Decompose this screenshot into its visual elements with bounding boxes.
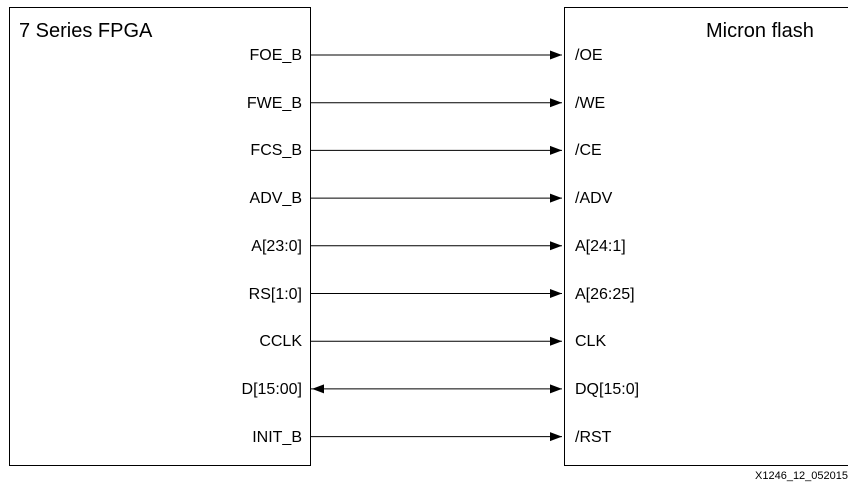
fpga-signal-cclk: CCLK [259, 333, 302, 351]
arrowhead-right-icon [550, 336, 562, 346]
flash-signal-rst: /RST [575, 428, 612, 446]
fpga-signal-foe-b: FOE_B [249, 47, 302, 64]
flash-signal-a-24-1: A[24:1] [575, 237, 626, 255]
arrowhead-right-icon [550, 50, 562, 60]
fpga-signal-fwe-b: FWE_B [246, 94, 302, 112]
arrowhead-right-icon [550, 145, 562, 155]
flash-signal-a-26-25: A[26:25] [575, 285, 635, 303]
flash-block: Micron flash /OE/WE/CE/ADV A[24:1] A[26:25… [564, 7, 848, 466]
fpga-signal-init-b: INIT_B [252, 428, 302, 446]
flash-signal-clk: CLK [575, 333, 607, 351]
flash-signal-adv: /ADV [575, 190, 613, 208]
fpga-signal-rs-1-0: RS[1:0] [248, 285, 302, 303]
arrowhead-right-icon [550, 241, 562, 251]
arrowhead-right-icon [550, 432, 562, 442]
figure-id-label: X1246_12_052015 [755, 470, 848, 482]
fpga-title: 7 Series FPGA [19, 20, 153, 42]
arrowhead-right-icon [550, 193, 562, 203]
fpga-signal-d-15-00: D[15:00] [241, 380, 302, 398]
flash-signal-dq-15-0: DQ[15:0] [575, 380, 640, 398]
fpga-signal-fcs-b: FCS_B [250, 142, 302, 160]
fpga-block: 7 Series FPGA FOE_B FWE_B FCS_B ADV_B A[23:0… [9, 7, 311, 466]
flash-signal-oe: /OE [575, 47, 603, 64]
fpga-signal-a-23-0: A[23:0] [251, 237, 302, 255]
arrowhead-right-icon [550, 384, 562, 394]
arrowhead-right-icon [550, 289, 562, 298]
arrowhead-right-icon [550, 98, 562, 108]
flash-signal-we: /WE [575, 94, 606, 112]
fpga-signal-adv-b: ADV_B [249, 190, 302, 208]
arrowhead-left-icon [312, 384, 324, 394]
flash-title: Micron flash [706, 20, 814, 42]
flash-signal-ce: /CE [575, 142, 602, 160]
